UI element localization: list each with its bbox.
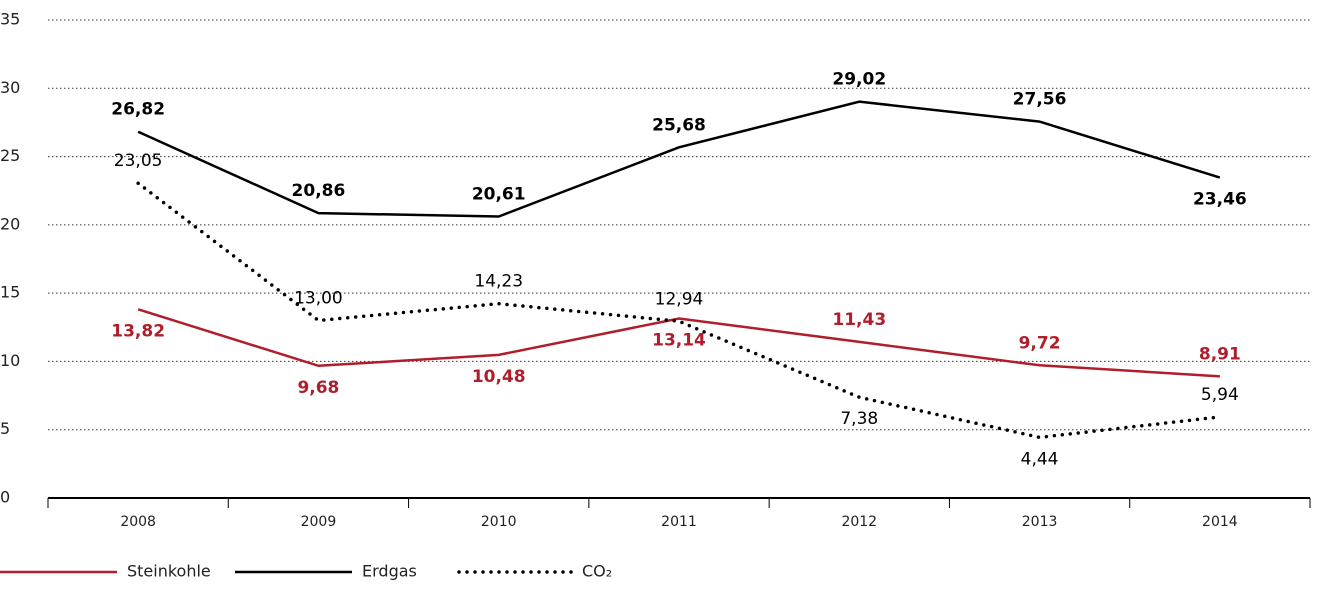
y-tick-label: 10 [0,351,20,370]
data-label: 10,48 [472,367,526,387]
data-label: 29,02 [832,70,886,90]
data-label: 23,05 [114,151,163,171]
data-label: 14,23 [474,272,523,292]
y-tick-label: 5 [0,419,10,438]
legend-label: CO₂ [582,562,612,581]
x-tick-label: 2014 [1202,514,1238,530]
data-label: 20,86 [292,181,346,201]
y-tick-label: 15 [0,283,20,302]
y-tick-label: 0 [0,488,10,507]
x-tick-label: 2012 [841,514,877,530]
x-tick-label: 2009 [301,514,337,530]
x-tick-label: 2013 [1022,514,1058,530]
series-line [136,181,1222,440]
data-label: 26,82 [111,100,165,120]
y-tick-label: 25 [0,146,20,165]
data-label: 5,94 [1201,385,1239,405]
data-label: 13,82 [111,321,165,341]
data-label: 13,00 [294,288,343,308]
data-label: 7,38 [840,409,878,429]
data-label: 4,44 [1021,449,1059,469]
data-label: 8,91 [1199,344,1241,364]
data-label: 9,72 [1019,333,1061,353]
y-tick-label: 30 [0,78,20,97]
legend-label: Steinkohle [127,562,211,581]
y-tick-label: 35 [0,10,20,29]
data-label: 25,68 [652,115,706,135]
data-label: 13,14 [652,331,706,351]
legend-label: Erdgas [362,562,417,581]
x-tick-label: 2010 [481,514,517,530]
data-label: 9,68 [297,378,339,398]
data-label: 11,43 [832,310,886,330]
data-label: 12,94 [655,289,704,309]
y-tick-label: 20 [0,214,20,233]
data-label: 23,46 [1193,190,1247,210]
x-tick-label: 2008 [120,514,156,530]
x-tick-label: 2011 [661,514,697,530]
data-label: 20,61 [472,185,526,205]
series-line [137,308,1220,378]
series-line [137,100,1221,218]
data-label: 27,56 [1013,90,1067,110]
